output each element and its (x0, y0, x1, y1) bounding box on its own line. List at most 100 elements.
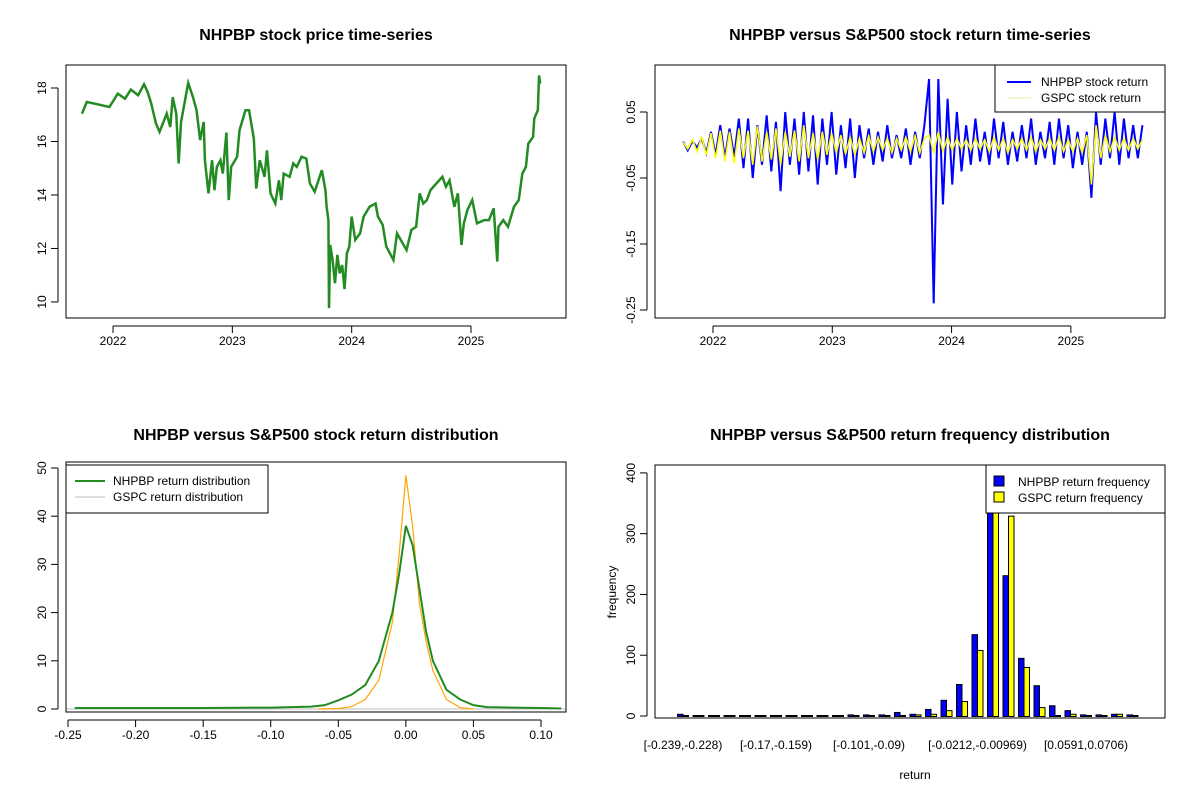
y-tick-label: 0.05 (624, 100, 638, 124)
nhpbp-bar (1095, 714, 1102, 717)
x-tick-label: -0.05 (325, 728, 353, 742)
legend-label: NHPBP return frequency (1018, 475, 1150, 489)
x-axis: 2022 2023 2024 2025 (100, 325, 485, 348)
chart-title: NHPBP stock price time-series (199, 27, 433, 44)
plot-frame (654, 464, 1166, 719)
gspc-bar (1039, 707, 1046, 717)
nhpbp-bar (1080, 714, 1087, 717)
x-tick-label: 2023 (219, 334, 246, 348)
y-tick-label: 0 (624, 712, 638, 719)
gspc-bar (1008, 515, 1015, 717)
legend-swatch-gspc (993, 491, 1005, 503)
nhpbp-bar (739, 714, 746, 717)
x-tick-label: 0.05 (462, 728, 486, 742)
gspc-bar (822, 714, 829, 717)
nhpbp-bar (1049, 705, 1056, 717)
y-tick-label: 12 (35, 241, 49, 255)
gspc-bar (853, 714, 860, 717)
plot-frame (654, 64, 1166, 319)
y-tick-label: 10 (35, 295, 49, 309)
nhpbp-bar (1033, 685, 1040, 717)
y-axis: 10 12 14 16 18 (35, 81, 59, 309)
legend-box (985, 464, 1166, 514)
gspc-bar (992, 465, 999, 717)
gspc-bar (713, 714, 720, 717)
y-tick-label: 200 (624, 584, 638, 604)
x-tick-label: 2024 (338, 334, 365, 348)
gspc-bar (1101, 714, 1108, 717)
legend-box (994, 64, 1166, 113)
x-tick-label: -0.25 (54, 728, 82, 742)
y-tick-label: 300 (624, 523, 638, 543)
x-tick-label: 0.10 (529, 728, 553, 742)
gspc-bar (760, 714, 767, 717)
y-axis-label: frequency (605, 566, 619, 619)
x-axis: -0.25 -0.20 -0.15 -0.10 -0.05 0.00 0.05 0.10 (54, 719, 553, 742)
nhpbp-bar (770, 714, 777, 717)
y-tick-label: 40 (35, 509, 49, 523)
chart-title: NHPBP versus S&P500 stock return distrib… (133, 427, 498, 444)
gspc-bar (1085, 714, 1092, 717)
x-tick-label: -0.20 (122, 728, 150, 742)
nhpbp-bar (785, 714, 792, 717)
legend-label: GSPC stock return (1041, 91, 1141, 105)
nhpbp-bar (956, 684, 963, 717)
plot-frame (65, 461, 567, 713)
gspc-bar (915, 714, 922, 717)
gspc-bar (1054, 714, 1061, 717)
panel-4: NHPBP versus S&P500 return frequency dis… (605, 427, 1166, 782)
nhpbp-bar (708, 714, 715, 717)
legend: NHPBP return distribution GSPC return dis… (65, 464, 269, 514)
y-tick-label: -0.05 (624, 164, 638, 192)
gspc-bar (1070, 713, 1077, 717)
legend-label: NHPBP return distribution (113, 474, 250, 488)
gspc-bar (729, 714, 736, 717)
x-category-label: [-0.17,-0.159) (740, 738, 812, 752)
gspc-bar (930, 713, 937, 717)
nhpbp-bar (754, 714, 761, 717)
gspc-bar (791, 714, 798, 717)
nhpbp-bar (1126, 714, 1133, 717)
panel-3: NHPBP versus S&P500 stock return distrib… (35, 427, 567, 742)
y-tick-label: 14 (35, 188, 49, 202)
nhpbp-density-line (74, 525, 562, 710)
x-tick-label: 2022 (100, 334, 127, 348)
x-axis: 2022 2023 2024 2025 (700, 325, 1085, 348)
nhpbp-bar (723, 714, 730, 717)
gspc-bar (1023, 666, 1030, 717)
x-category-label: [-0.101,-0.09) (833, 738, 905, 752)
gspc-bar (806, 714, 813, 717)
nhpbp-bar (801, 714, 808, 717)
x-tick-label: -0.15 (189, 728, 217, 742)
y-tick-label: 16 (35, 134, 49, 148)
x-category-label: [-0.0212,-0.00969) (928, 738, 1027, 752)
gspc-bar (884, 714, 891, 717)
legend-label: GSPC return frequency (1018, 491, 1143, 505)
gspc-bar (682, 714, 689, 717)
y-tick-label: 50 (35, 461, 49, 475)
legend: NHPBP return frequency GSPC return freque… (985, 464, 1166, 514)
chart-title: NHPBP versus S&P500 return frequency dis… (710, 427, 1110, 444)
nhpbp-bar (1018, 657, 1025, 717)
gspc-bar (961, 701, 968, 717)
y-tick-label: 20 (35, 606, 49, 620)
nhpbp-bar (909, 713, 916, 717)
y-tick-label: 18 (35, 81, 49, 95)
nhpbp-return-line (682, 78, 1144, 304)
legend-swatch-nhpbp (993, 475, 1005, 487)
gspc-bar (744, 714, 751, 717)
y-axis: 0.05 -0.05 -0.15 -0.25 (624, 100, 648, 324)
x-category-label: [-0.239,-0.228) (644, 738, 723, 752)
panel-2: NHPBP versus S&P500 stock return time-se… (624, 27, 1166, 348)
y-tick-label: 400 (624, 463, 638, 483)
gspc-bar (977, 649, 984, 717)
nhpbp-bar (1111, 713, 1118, 717)
nhpbp-bar (894, 711, 901, 717)
nhpbp-bar (816, 714, 823, 717)
y-tick-label: 100 (624, 645, 638, 665)
nhpbp-bar (1002, 575, 1009, 717)
x-tick-label: 2025 (458, 334, 485, 348)
gspc-bar (899, 714, 906, 717)
y-tick-label: 10 (35, 654, 49, 668)
